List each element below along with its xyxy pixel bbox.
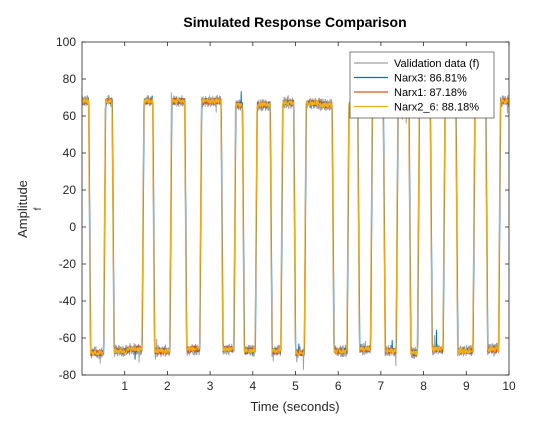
y-tick-label: -40	[59, 294, 77, 308]
y-axis-label: Amplitude	[15, 180, 30, 238]
series-layer	[81, 87, 510, 370]
y-tick-label: -60	[59, 331, 77, 345]
x-tick-label: 8	[420, 379, 427, 393]
legend-label: Validation data (f)	[394, 58, 479, 70]
x-tick-label: 4	[249, 379, 256, 393]
chart-title: Simulated Response Comparison	[183, 14, 406, 30]
y-tick-label: 0	[69, 220, 76, 234]
legend-label: Narx1: 87.18%	[394, 87, 467, 99]
y-tick-label: 20	[63, 183, 77, 197]
legend: Validation data (f) Narx3: 86.81% Narx1: 8…	[349, 51, 495, 119]
ticks-layer: 1 2 3 4 5 6 7 8 9 10 -80 -60 -40 -20 0 20 40 60 80 100	[56, 35, 516, 393]
x-tick-label: 2	[164, 379, 171, 393]
x-tick-label: 5	[292, 379, 299, 393]
x-tick-label: 3	[207, 379, 214, 393]
x-tick-label: 10	[502, 379, 516, 393]
x-tick-label: 9	[463, 379, 470, 393]
channel-label: f	[33, 207, 44, 210]
y-tick-label: -20	[59, 257, 77, 271]
y-tick-label: 40	[63, 146, 77, 160]
y-tick-label: -80	[59, 368, 77, 382]
legend-label: Narx2_6: 88.18%	[394, 102, 479, 114]
x-tick-label: 7	[378, 379, 385, 393]
y-tick-label: 80	[63, 72, 77, 86]
y-tick-label: 100	[56, 35, 76, 49]
y-tick-label: 60	[63, 109, 77, 123]
legend-label: Narx3: 86.81%	[394, 73, 467, 85]
x-tick-label: 6	[335, 379, 342, 393]
series-line-3	[81, 98, 510, 356]
x-tick-label: 1	[121, 379, 128, 393]
x-axis-label: Time (seconds)	[250, 399, 339, 414]
